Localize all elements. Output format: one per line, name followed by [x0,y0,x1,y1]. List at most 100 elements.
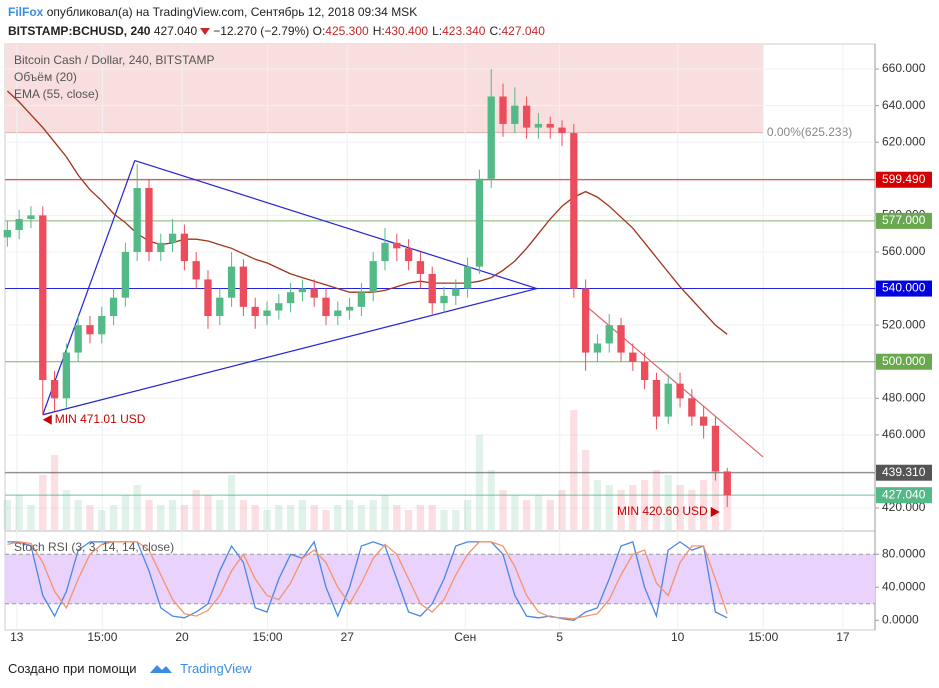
candle-body [322,297,330,316]
candle-body [617,325,625,353]
y-tick-label: 520.000 [882,317,926,331]
level-label: 577.000 [882,213,926,227]
volume-bar [475,435,484,530]
candle-body [688,398,696,417]
volume-bar [534,495,543,530]
volume-bar [204,495,212,530]
volume-bar [688,490,696,530]
volume-bar [145,500,153,530]
candle-body [640,361,649,381]
volume-bar [286,505,295,530]
volume-bar [39,475,47,530]
down-arrow [200,28,211,35]
candle-body [157,242,165,252]
volume-bar [263,510,271,530]
publish-line: FilFox опубликовал(а) на TradingView.com… [8,3,549,22]
candle-body [145,187,153,252]
level-label-bg [876,171,932,188]
volume-bar [581,450,590,530]
ema-line [6,90,728,335]
candle-body [263,310,271,316]
candle-body [121,251,130,298]
volume-bar [676,485,684,530]
volume-bar [133,485,141,530]
candle-body [428,273,436,304]
candle-body [570,133,578,289]
candle-body [369,261,377,293]
logo [150,665,173,673]
candle-body [499,96,507,124]
x-tick-label: 10 [671,630,685,644]
symbol: BITSTAMP:BCHUSD, 240 [8,24,151,38]
volume-bar [440,510,448,530]
trendline [584,304,764,458]
volume-bar [629,485,637,530]
candle-body [534,123,543,128]
stoch-tick-label: 40.0000 [882,579,926,593]
level-label: 500.000 [882,354,926,368]
ohlc-value: 427.040 [501,24,545,38]
candle-body [239,266,248,307]
volume-bar [227,475,236,530]
candle-body [86,325,94,335]
volume-bar [15,495,23,530]
ohlc-label: C: [489,24,502,38]
volume-bar [546,500,554,530]
x-tick-label: 5 [556,630,563,644]
candle-body [652,380,661,417]
candle-body [404,248,413,262]
candle-body [723,471,731,496]
stoch-tick-label: 80.0000 [882,546,926,560]
candle-body [605,325,613,344]
candle-body [522,105,531,128]
x-tick-label: 17 [836,630,850,644]
level-label: 599.490 [882,172,926,186]
candle-body [440,295,448,304]
candle-body [109,297,118,316]
volume-bar [652,470,661,530]
volume-bar [522,500,531,530]
volume-bar [593,480,602,530]
candle-body [629,352,637,362]
x-tick-label: 15:00 [748,630,778,644]
candle-body [298,288,307,293]
candle-body [416,261,425,274]
candle-body [593,343,602,353]
volume-bar [180,505,189,530]
candle-body [204,279,212,316]
candle-body [133,187,141,252]
ohlc-label: H: [372,24,385,38]
volume-bar [50,455,59,530]
overlay: Bitcoin Cash / Dollar, 240, BITSTAMP Объ… [14,53,215,554]
volume-bar [393,505,401,530]
level-label: 427.040 [882,487,926,501]
candle-body [381,242,389,262]
trendline [42,287,537,416]
y-tick-label: 560.000 [882,244,926,258]
candle-body [345,306,354,311]
level-label-bg [876,464,932,481]
ohlc: O:425.300 H:430.400 L:423.340 C:427.040 [313,24,549,38]
plot-frame [4,43,876,631]
layer: 0.00%(625.238) 13 15:00 20 15:00 27 Сен 5 10 15:0… [3,44,932,644]
y-tick-label: 480.000 [882,390,926,404]
candle-body [487,96,495,179]
candle-body [3,230,12,238]
volume-bar [27,505,35,530]
trendline [42,160,136,415]
volume-bar [239,500,248,530]
x-tick-label: 27 [341,630,355,644]
candle-body [511,105,519,124]
volume-bar [216,500,224,530]
volume-bar [298,500,307,530]
candle-body [452,288,460,296]
ohlc-value: 425.300 [325,24,369,38]
volume-bar [640,480,649,530]
footer: Создано при помощи TradingView [8,659,252,676]
volume-bar [310,505,318,530]
stoch-tick-label: 0.0000 [882,612,919,626]
candle-body [192,261,200,280]
footer-text: Создано при помощи [8,661,137,676]
